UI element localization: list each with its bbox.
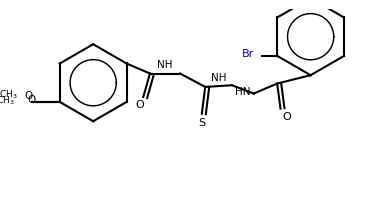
Text: O: O bbox=[282, 112, 291, 122]
Text: HN: HN bbox=[235, 87, 251, 97]
Text: O: O bbox=[27, 95, 36, 105]
Text: O: O bbox=[135, 100, 144, 110]
Text: NH: NH bbox=[211, 72, 226, 83]
Text: Br: Br bbox=[242, 49, 254, 59]
Text: NH: NH bbox=[157, 60, 173, 70]
Text: S: S bbox=[198, 118, 205, 128]
Text: CH$_3$: CH$_3$ bbox=[0, 88, 18, 101]
Text: CH$_3$: CH$_3$ bbox=[0, 94, 15, 107]
Text: O: O bbox=[24, 91, 33, 101]
